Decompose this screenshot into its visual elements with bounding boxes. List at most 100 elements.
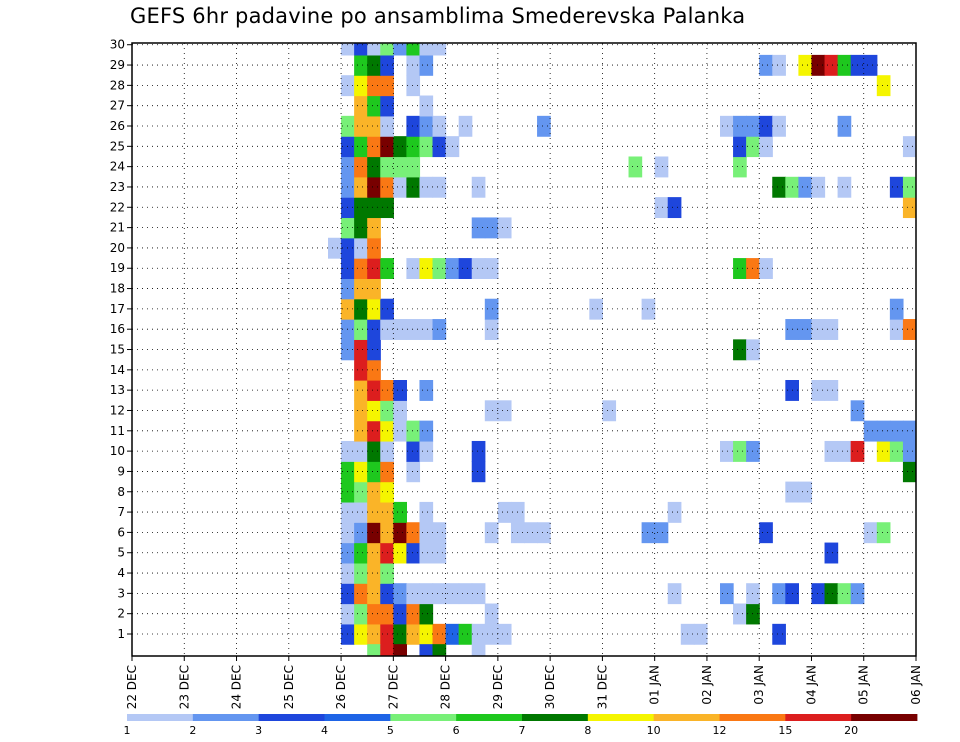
heat-cell <box>432 43 447 56</box>
y-tick-label: 22 <box>110 200 125 214</box>
heat-cell <box>380 43 394 56</box>
heat-cell <box>720 115 734 137</box>
heat-cell <box>733 136 747 158</box>
heat-cell <box>419 380 434 401</box>
legend-swatch <box>653 714 720 721</box>
y-tick-label: 14 <box>110 363 125 377</box>
heat-cell <box>837 54 852 76</box>
heat-cell <box>367 176 381 198</box>
heat-cell <box>367 298 381 320</box>
heat-cell <box>484 400 499 422</box>
heat-cell <box>367 420 381 442</box>
heat-cell <box>589 298 603 320</box>
heat-cell <box>354 562 368 584</box>
heat-cell <box>772 115 786 137</box>
y-tick-label: 19 <box>110 261 125 275</box>
heat-cell <box>798 481 813 503</box>
heat-cell <box>484 603 499 625</box>
heat-cell <box>432 583 447 605</box>
heat-cell <box>811 380 826 401</box>
heat-cell <box>367 542 381 564</box>
heat-cell <box>432 542 447 564</box>
heat-cell <box>367 43 381 56</box>
y-tick-label: 8 <box>117 485 125 499</box>
legend-swatch <box>587 714 655 721</box>
legend-label: 12 <box>713 724 727 737</box>
heat-cell <box>354 136 368 158</box>
heat-cell <box>484 217 499 239</box>
heat-cell <box>432 258 447 279</box>
heat-cell <box>497 217 512 239</box>
heat-cell <box>367 75 381 97</box>
heat-cell <box>889 440 904 462</box>
heat-cell <box>432 136 447 158</box>
heat-cell <box>772 54 786 76</box>
x-tick-label: 30 DEC <box>543 665 557 709</box>
plot-frame <box>131 42 917 657</box>
heat-cell <box>367 54 381 76</box>
heat-cell <box>419 501 434 523</box>
heat-cell <box>602 400 617 422</box>
legend-label: 4 <box>321 724 328 737</box>
heat-cell <box>354 542 368 564</box>
y-tick-label: 27 <box>110 99 125 113</box>
heat-cell <box>798 319 813 340</box>
heat-cell <box>811 176 826 198</box>
heat-cell <box>419 176 434 198</box>
x-tick-label: 28 DEC <box>439 665 453 709</box>
heat-cell <box>367 258 381 279</box>
heat-cell <box>811 583 826 605</box>
legend-label: 6 <box>453 724 460 737</box>
heat-cell <box>824 380 839 401</box>
heat-cell <box>354 176 368 198</box>
heat-cell <box>471 176 486 198</box>
y-tick-label: 11 <box>110 424 125 438</box>
y-tick-label: 23 <box>110 180 125 194</box>
heat-cell <box>772 623 786 645</box>
legend-label: 10 <box>647 724 661 737</box>
heat-cell <box>484 522 499 544</box>
heat-cell <box>419 115 434 137</box>
heat-cell <box>406 156 421 178</box>
y-tick-label: 28 <box>110 78 125 92</box>
heat-cell <box>759 115 773 137</box>
heat-cell <box>419 583 434 605</box>
y-axis: 1234567891011121314151617181920212223242… <box>110 38 132 641</box>
heat-cell <box>497 400 512 422</box>
heat-cell <box>863 420 878 442</box>
heat-cell <box>406 43 421 56</box>
heat-cell <box>367 136 381 158</box>
y-tick-label: 13 <box>110 383 125 397</box>
heat-cell <box>811 319 826 340</box>
heat-cell <box>393 603 407 625</box>
heat-cell <box>354 481 368 503</box>
heat-cell <box>419 644 434 656</box>
heat-cell <box>393 380 407 401</box>
heat-cell <box>759 258 773 279</box>
heat-cell <box>406 583 421 605</box>
y-tick-label: 18 <box>110 282 125 296</box>
heat-cell <box>497 623 512 645</box>
heat-cell <box>733 339 747 361</box>
heat-cell <box>720 583 734 605</box>
heat-cell <box>393 522 407 544</box>
heat-cell <box>406 603 421 625</box>
heat-cell <box>354 54 368 76</box>
heat-cell <box>654 156 669 178</box>
heat-cell <box>667 501 682 523</box>
heat-cell <box>876 75 891 97</box>
heat-cell <box>367 217 381 239</box>
heat-cell <box>354 75 368 97</box>
heat-cell <box>824 319 839 340</box>
heat-cell <box>772 176 786 198</box>
heat-cell <box>393 623 407 645</box>
heat-cell <box>471 583 486 605</box>
heat-cell <box>354 420 368 442</box>
heat-cell <box>902 440 916 462</box>
heat-cell <box>419 440 434 462</box>
heat-cell <box>902 319 916 340</box>
heat-cell <box>759 136 773 158</box>
x-tick-label: 23 DEC <box>177 665 191 709</box>
x-tick-label: 03 JAN <box>752 665 766 705</box>
heat-cell <box>367 501 381 523</box>
